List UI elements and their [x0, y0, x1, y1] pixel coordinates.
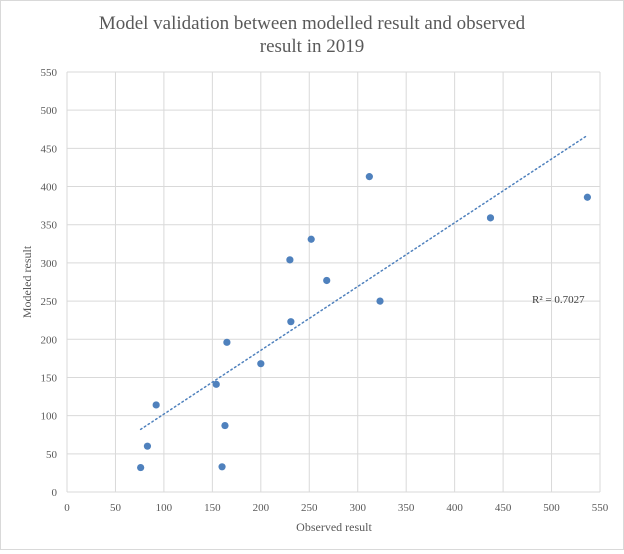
y-tick-label: 450: [41, 143, 58, 155]
data-point: [376, 297, 384, 305]
trendline: [139, 134, 589, 431]
data-point: [323, 276, 331, 285]
x-tick-label: 250: [301, 502, 318, 514]
y-tick-label: 300: [41, 258, 58, 270]
chart-title-line-2: result in 2019: [260, 36, 365, 57]
x-axis-title: Observed result: [296, 520, 372, 534]
data-point: [223, 338, 231, 346]
y-tick-label: 0: [52, 487, 58, 499]
x-tick-label: 350: [398, 502, 415, 514]
x-tick-label: 150: [204, 502, 221, 514]
data-point: [286, 256, 294, 264]
data-point: [287, 318, 295, 326]
tick-labels: 0 50 100 150 200 250 300 350 400 450 500 550 0 50 100 1…: [41, 67, 609, 514]
y-tick-label: 550: [41, 67, 58, 79]
y-axis-title: Modeled result: [20, 245, 34, 318]
data-point: [365, 173, 373, 181]
x-tick-label: 200: [253, 502, 270, 514]
data-points: [137, 173, 592, 472]
chart-title-line-1: Model validation between modelled result…: [99, 13, 526, 34]
gridlines: [66, 71, 601, 493]
y-tick-label: 200: [41, 334, 58, 346]
x-tick-label: 0: [64, 502, 70, 514]
data-point: [143, 442, 152, 450]
y-tick-label: 50: [46, 449, 58, 461]
data-point: [307, 235, 315, 243]
data-point: [221, 421, 229, 430]
data-point: [257, 360, 265, 368]
y-tick-label: 250: [41, 296, 58, 308]
trendline-layer: [139, 134, 589, 431]
data-point: [218, 463, 226, 471]
x-tick-label: 400: [446, 502, 463, 514]
r-squared-label: R² = 0.7027: [532, 294, 585, 306]
y-tick-label: 100: [41, 411, 58, 423]
y-tick-label: 500: [41, 105, 58, 117]
y-tick-label: 350: [41, 220, 58, 232]
data-point: [486, 214, 495, 222]
x-tick-label: 300: [349, 502, 366, 514]
x-tick-label: 50: [110, 502, 122, 514]
x-tick-label: 450: [495, 502, 512, 514]
data-point: [583, 193, 592, 201]
y-tick-label: 400: [41, 182, 58, 194]
data-point: [212, 380, 220, 388]
chart-title: Model validation between modelled result…: [99, 13, 526, 57]
y-tick-label: 150: [41, 372, 58, 384]
x-tick-label: 500: [543, 502, 560, 514]
x-tick-label: 100: [156, 502, 173, 514]
x-tick-label: 550: [592, 502, 609, 514]
data-point: [137, 463, 145, 472]
data-point: [152, 401, 160, 409]
